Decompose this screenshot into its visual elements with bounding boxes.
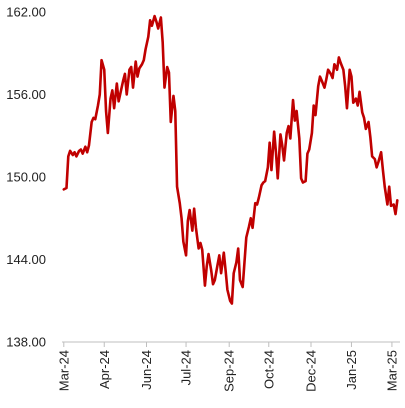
x-tick-label: Oct-24 [261,350,276,389]
y-tick-label: 156.00 [6,87,46,102]
x-tick-label: Jan-25 [344,350,359,390]
y-tick-label: 138.00 [6,335,46,350]
y-tick-label: 150.00 [6,170,46,185]
y-tick-label: 162.00 [6,5,46,20]
y-tick-label: 144.00 [6,252,46,267]
series-layer [62,14,399,305]
x-tick-label: Apr-24 [97,350,112,389]
x-tick-label: Sep-24 [222,350,237,392]
x-tick-label: Jul-24 [179,350,194,385]
y-axis-labels: 162.00 156.00 150.00 144.00 138.00 [6,5,46,350]
x-tick-label: Mar-25 [384,350,399,391]
x-axis [62,341,400,347]
series-line [62,14,399,305]
x-tick-label: Jun-24 [139,350,154,390]
x-axis-labels: Mar-24 Apr-24 Jun-24 Jul-24 Sep-24 Oct-24 Dec-… [56,350,399,392]
x-tick-label: Mar-24 [56,350,71,391]
x-tick-label: Dec-24 [304,350,319,392]
